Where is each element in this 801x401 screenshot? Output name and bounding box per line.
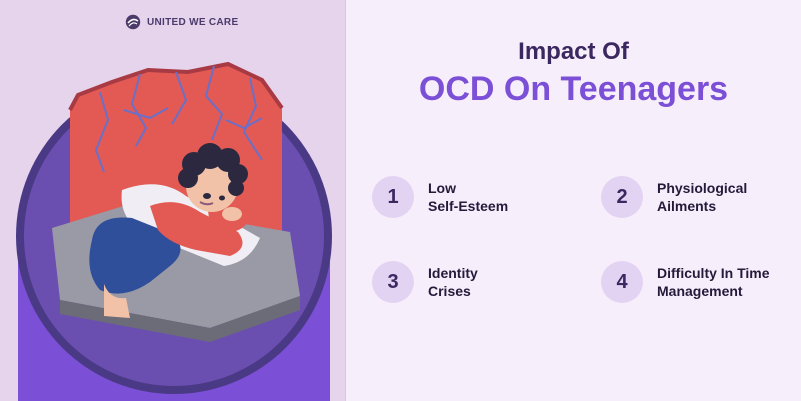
impact-item-1: 1 Low Self-Esteem [372, 176, 558, 218]
impact-label-line-1: Low [428, 180, 456, 196]
impact-label-line-2: Ailments [657, 198, 717, 214]
content-panel: Impact Of OCD On Teenagers 1 Low Self-Es… [346, 0, 801, 401]
impact-label: Low Self-Esteem [428, 179, 558, 215]
teenager-illustration [16, 61, 332, 401]
number-badge: 1 [372, 176, 414, 218]
heading-line-2: OCD On Teenagers [418, 70, 729, 108]
impact-item-2: 2 Physiological Ailments [601, 176, 787, 218]
panel-divider [345, 0, 346, 401]
impact-label-line-1: Difficulty In Time [657, 265, 770, 281]
impact-label-line-1: Identity [428, 265, 478, 281]
impact-label: Difficulty In Time Management [657, 264, 787, 300]
impact-label-line-2: Crises [428, 283, 471, 299]
brand: UNITED WE CARE [125, 14, 238, 30]
number-badge: 2 [601, 176, 643, 218]
impact-label: Identity Crises [428, 264, 558, 300]
heading-line-1: Impact Of [518, 38, 629, 65]
illustration-panel: UNITED WE CARE [0, 0, 345, 401]
impact-label-line-2: Self-Esteem [428, 198, 509, 214]
impact-item-3: 3 Identity Crises [372, 261, 558, 303]
impact-label: Physiological Ailments [657, 179, 787, 215]
number-badge: 4 [601, 261, 643, 303]
impact-label-line-1: Physiological [657, 180, 748, 196]
impact-label-line-2: Management [657, 283, 743, 299]
number-badge: 3 [372, 261, 414, 303]
impact-item-4: 4 Difficulty In Time Management [601, 261, 787, 303]
globe-logo-icon [125, 14, 141, 30]
brand-name: UNITED WE CARE [147, 16, 239, 28]
